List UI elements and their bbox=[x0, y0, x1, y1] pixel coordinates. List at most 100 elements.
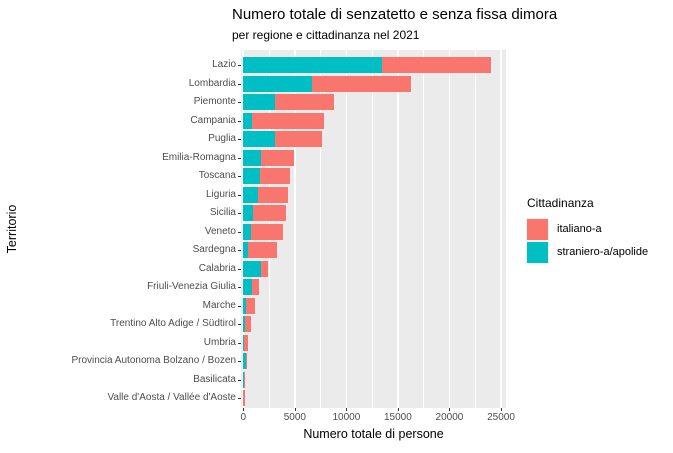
y-axis-label: Umbria bbox=[203, 336, 236, 348]
bar-row bbox=[241, 75, 506, 92]
y-axis-tick bbox=[238, 361, 241, 362]
bar-segment-italiano bbox=[382, 57, 491, 73]
x-axis-tick-label: 5000 bbox=[283, 412, 306, 423]
bar-row bbox=[241, 149, 506, 166]
bar-segment-italiano bbox=[245, 316, 251, 332]
bar-segment-italiano bbox=[275, 131, 323, 147]
bar-row bbox=[241, 353, 506, 369]
bar-row bbox=[241, 279, 506, 295]
bar-segment-straniero bbox=[243, 75, 313, 92]
y-axis-tick bbox=[238, 120, 241, 122]
y-axis-tick bbox=[238, 379, 241, 381]
legend-key-italiano bbox=[526, 218, 549, 241]
bar-segment-straniero bbox=[243, 131, 276, 147]
gridline-major bbox=[242, 50, 245, 408]
x-axis-tick-label: 10000 bbox=[332, 412, 361, 423]
bar-row bbox=[241, 334, 506, 351]
y-axis-label: Trentino Alto Adige / Südtirol bbox=[110, 318, 236, 329]
bar-segment-italiano bbox=[312, 75, 412, 92]
chart-title: Numero totale di senzatetto e senza fiss… bbox=[232, 6, 558, 23]
plot-panel bbox=[241, 50, 506, 408]
y-axis-tick bbox=[238, 250, 241, 251]
bar-row bbox=[241, 168, 506, 184]
y-axis-label: Veneto bbox=[204, 225, 236, 237]
y-axis-label: Calabria bbox=[198, 262, 236, 274]
bar-segment-straniero bbox=[243, 242, 249, 258]
gridline-major bbox=[500, 50, 502, 408]
x-axis-tick bbox=[346, 408, 348, 411]
bar-row bbox=[241, 131, 506, 147]
y-axis-tick bbox=[238, 287, 241, 288]
y-axis-label: Campania bbox=[190, 114, 236, 126]
x-axis-tick-label: 15000 bbox=[384, 412, 412, 423]
y-axis-tick bbox=[238, 231, 241, 233]
y-axis-label: Lombardia bbox=[188, 77, 236, 89]
legend-item-label-italiano: italiano-a bbox=[557, 223, 602, 235]
chart-subtitle: per regione e cittadinanza nel 2021 bbox=[232, 28, 420, 42]
gridline-minor bbox=[371, 50, 373, 408]
y-axis-label: Valle d'Aosta / Vallée d'Aoste bbox=[107, 392, 236, 403]
bar-segment-italiano bbox=[261, 149, 294, 166]
bar-row bbox=[241, 297, 506, 314]
y-axis-label: Puglia bbox=[208, 133, 236, 144]
bar-segment-straniero bbox=[243, 112, 252, 129]
bar-segment-straniero bbox=[243, 279, 253, 295]
bar-row bbox=[241, 186, 506, 203]
bar-segment-italiano bbox=[258, 186, 288, 203]
gridline-major bbox=[294, 50, 296, 408]
y-axis-tick bbox=[238, 176, 241, 177]
legend-key-straniero bbox=[526, 241, 549, 264]
y-axis-tick bbox=[238, 139, 241, 140]
gridline-major bbox=[397, 50, 399, 408]
y-axis-label: Marche bbox=[202, 299, 236, 311]
legend-swatch-straniero-icon bbox=[527, 242, 548, 263]
gridline-minor bbox=[423, 50, 425, 408]
bar-segment-italiano bbox=[261, 260, 269, 277]
bar-row bbox=[241, 260, 506, 277]
legend-title: Cittadinanza bbox=[527, 196, 594, 210]
bar-segment-straniero bbox=[243, 316, 246, 332]
x-axis-tick-label: 25000 bbox=[487, 412, 515, 423]
y-axis-tick bbox=[238, 342, 241, 344]
bar-segment-straniero bbox=[243, 186, 259, 203]
y-axis-label: Piemonte bbox=[193, 96, 236, 107]
bar-segment-italiano bbox=[251, 223, 284, 240]
y-axis-label: Emilia-Romagna bbox=[162, 151, 236, 163]
bar-segment-italiano bbox=[243, 371, 245, 388]
bar-segment-straniero bbox=[243, 168, 260, 184]
y-axis-tick bbox=[238, 65, 241, 66]
bar-segment-italiano bbox=[243, 390, 245, 406]
bar-segment-straniero bbox=[243, 297, 247, 314]
bar-segment-italiano bbox=[248, 242, 277, 258]
x-axis-tick bbox=[501, 408, 502, 411]
bar-row bbox=[241, 390, 506, 406]
bar-row bbox=[241, 223, 506, 240]
bar-row bbox=[241, 57, 506, 73]
y-axis-label: Friuli-Venezia Giulia bbox=[147, 281, 236, 292]
y-axis-tick bbox=[238, 213, 241, 214]
bar-segment-italiano bbox=[275, 94, 334, 110]
y-axis-tick bbox=[238, 268, 241, 270]
bar-segment-italiano bbox=[246, 297, 255, 314]
bar-segment-straniero bbox=[243, 223, 252, 240]
gridline-major bbox=[448, 50, 451, 408]
bar-row bbox=[241, 371, 506, 388]
y-axis-label: Provincia Autonoma Bolzano / Bozen bbox=[71, 355, 236, 366]
x-axis-tick bbox=[243, 408, 245, 411]
y-axis-label: Liguria bbox=[205, 188, 236, 200]
bar-segment-straniero bbox=[243, 57, 383, 73]
x-axis-tick bbox=[397, 408, 399, 411]
legend-swatch-italiano-icon bbox=[527, 219, 548, 240]
bar-segment-straniero bbox=[243, 149, 262, 166]
y-axis-tick bbox=[238, 324, 241, 325]
y-axis-tick bbox=[238, 398, 241, 399]
y-axis-label: Toscana bbox=[198, 170, 236, 181]
y-axis-label: Sicilia bbox=[209, 207, 236, 218]
gridline-minor bbox=[320, 50, 322, 408]
y-axis-tick bbox=[238, 305, 241, 307]
gridline-minor bbox=[474, 50, 476, 408]
bar-segment-italiano bbox=[243, 334, 249, 351]
bar-segment-italiano bbox=[252, 279, 260, 295]
bar-row bbox=[241, 242, 506, 258]
